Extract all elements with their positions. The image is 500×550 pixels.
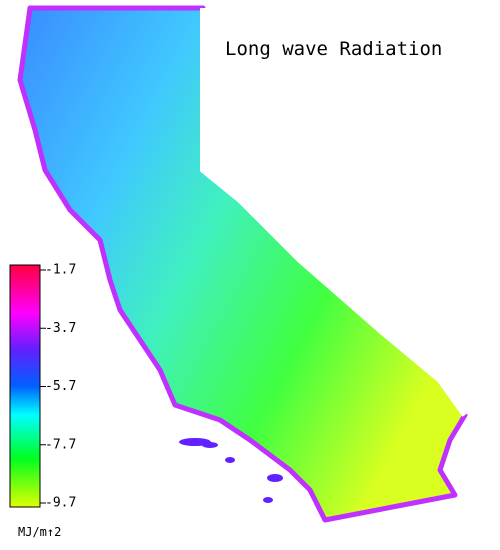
island (267, 474, 283, 482)
tick-label: -1.7 (45, 263, 76, 278)
tick-label: -3.7 (45, 321, 76, 336)
colorbar-unit: MJ/m↑2 (18, 525, 61, 539)
colorbar-ticks: -1.7 -3.7 -5.7 -7.7 -9.7 (40, 263, 76, 511)
california-map (17, 5, 468, 523)
tick-label: -9.7 (45, 496, 76, 511)
colorbar (9, 264, 41, 508)
state-border (200, 8, 468, 417)
tick-label: -5.7 (45, 379, 76, 394)
island (263, 497, 273, 503)
tick-label: -7.7 (45, 437, 76, 452)
island (202, 442, 218, 448)
land-area (17, 5, 468, 523)
map-title: Long wave Radiation (225, 38, 442, 60)
island (225, 457, 235, 463)
